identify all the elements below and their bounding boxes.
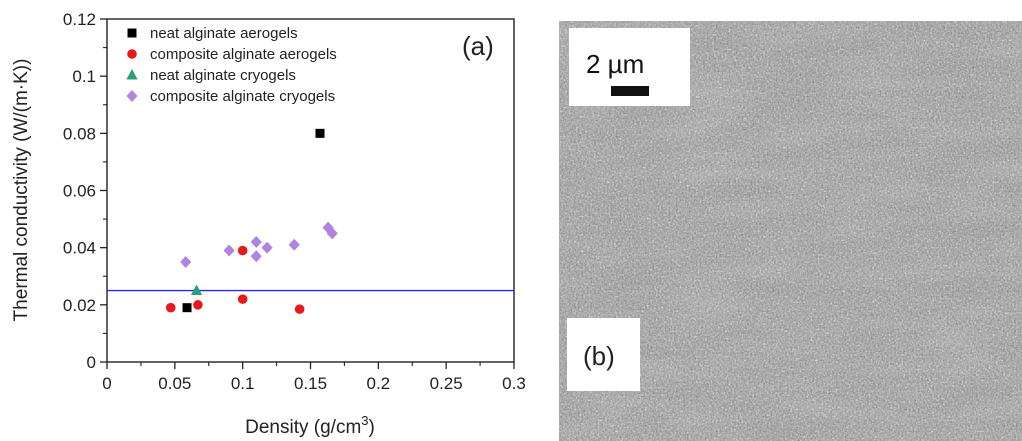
legend: neat alginate aerogels composite alginate… [126,25,337,105]
x-tick-label: 0.25 [430,374,463,393]
sem-micrograph: 2 µm (b) [559,21,1022,441]
y-tick-label: 0 [87,353,96,372]
legend-square-marker [127,28,137,38]
diamond-data-point [250,235,262,248]
y-tick-label: 0.02 [63,296,96,315]
legend-circle-marker [127,49,137,59]
x-tick-label: 0.2 [367,374,391,393]
circle-data-point [237,294,248,304]
panel-label-b: (b) [583,341,615,371]
x-tick-label: 0.15 [294,374,327,393]
y-tick-label: 0.12 [63,10,96,29]
legend-entry: composite alginate aerogels [150,46,337,63]
legend-entry: composite alginate cryogels [150,88,335,105]
circle-data-point [294,304,305,314]
y-tick-label: 0.06 [63,182,96,201]
diamond-data-point [261,241,273,254]
y-tick-label: 0.04 [63,239,96,258]
y-tick-label: 0.1 [72,67,96,86]
diamond-data-point [288,238,300,251]
diamond-data-point [326,227,338,240]
x-tick-label: 0.05 [158,374,191,393]
x-tick-label: 0.1 [231,374,255,393]
triangle-data-point [190,284,203,296]
legend-entry: neat alginate cryogels [150,67,296,84]
diamond-data-point [180,255,192,268]
circle-data-point [193,300,203,310]
diamond-data-point [250,250,262,263]
x-axis-label-main: Density (g/cm [245,417,361,438]
x-tick-label: 0.3 [502,374,526,393]
x-tick-label: 0 [102,374,111,393]
y-axis: 0 0.02 0.04 0.06 0.08 0.1 0.12 [63,10,107,372]
diamond-data-point [223,244,235,257]
x-axis: 0 0.05 0.1 0.15 0.2 0.25 0.3 [102,362,526,393]
panel-label-a: (a) [462,31,494,61]
legend-triangle-marker [126,69,138,80]
x-axis-label-close: ) [369,417,375,438]
scale-bar-label: 2 µm [586,49,644,79]
x-axis-label: Density (g/cm3) [245,413,375,438]
legend-diamond-marker [126,90,138,102]
scale-bar [611,86,649,96]
circle-data-point [237,245,248,256]
data-points [165,128,338,314]
y-axis-label: Thermal conductivity (W/(m·K)) [11,59,32,322]
square-data-point [182,303,192,313]
scatter-chart: 0 0.05 0.1 0.15 0.2 0.25 0.3 0 0.02 0.04 0.06 0.08… [11,10,526,438]
y-tick-label: 0.08 [63,124,96,143]
square-data-point [315,128,325,138]
circle-data-point [165,302,176,313]
x-axis-label-superscript: 3 [361,413,368,428]
panel-label-b-box [567,318,640,391]
legend-entry: neat alginate aerogels [150,25,298,42]
